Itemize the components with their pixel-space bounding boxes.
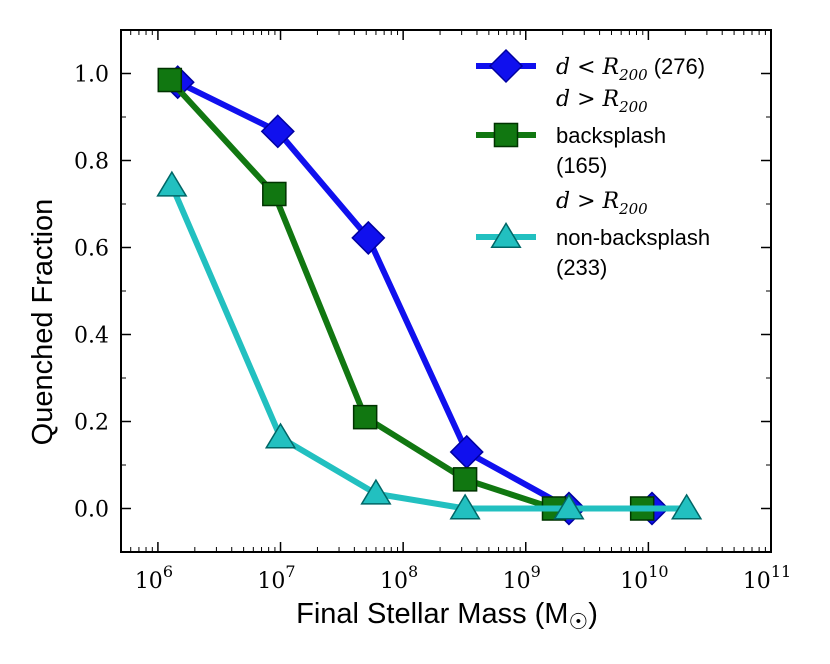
legend-label-backsplash-0: backsplash (556, 123, 666, 148)
legend-label-inside: d < R200 (276) (556, 54, 705, 84)
legend-label-non-backsplash-0: non-backsplash (556, 225, 710, 250)
series-line-non-backsplash (168, 182, 690, 512)
x-axis-label-main: Final Stellar Mass (M (296, 598, 568, 630)
y-tick-label-5: 1.0 (74, 63, 109, 88)
legend-math-backsplash: d > R200 (556, 87, 648, 116)
y-tick-label-2: 0.4 (74, 324, 109, 349)
data-point-inside-2 (351, 220, 386, 255)
x-axis-label-sub: ☉ (568, 609, 588, 634)
plot-area (156, 65, 703, 526)
y-tick-label-3: 0.6 (74, 237, 109, 262)
axis-ticks: 0.0 0.2 0.4 0.6 0.8 1.0 106 107 108 109 1010 1011 (74, 29, 791, 594)
legend-label-non-backsplash-1: (233) (556, 255, 607, 280)
data-point-non-backsplash-1 (264, 422, 297, 449)
data-point-non-backsplash-2 (360, 478, 392, 505)
legend-label-backsplash-1: (165) (556, 153, 607, 178)
x-tick-label-4: 1010 (620, 562, 668, 594)
legend: d < R200 (276) d > R200 backsplash (165) d > … (476, 48, 710, 280)
data-point-non-backsplash-0 (156, 170, 188, 197)
y-tick-label-4: 0.8 (74, 150, 109, 175)
x-axis-label-close: ) (588, 598, 598, 630)
data-point-backsplash-0 (157, 67, 183, 93)
x-tick-label-0: 106 (135, 562, 173, 594)
x-tick-label-2: 108 (380, 562, 418, 594)
y-axis-label: Quenched Fraction (27, 199, 59, 446)
data-point-backsplash-2 (352, 404, 378, 430)
data-point-inside-1 (260, 114, 295, 149)
x-axis-label: Final Stellar Mass (M☉) (296, 598, 598, 634)
y-tick-label-1: 0.2 (74, 411, 109, 436)
data-point-inside-3 (449, 434, 484, 470)
legend-marker-backsplash (493, 122, 519, 148)
data-point-non-backsplash-5 (671, 493, 703, 520)
x-tick-label-5: 1011 (743, 562, 791, 594)
data-point-non-backsplash-3 (449, 493, 481, 520)
legend-marker-non-backsplash (490, 221, 522, 248)
data-point-backsplash-1 (262, 181, 287, 207)
y-tick-label-0: 0.0 (74, 498, 109, 523)
data-point-non-backsplash-4 (553, 493, 585, 520)
legend-math-non-backsplash: d > R200 (556, 189, 648, 218)
x-tick-label-1: 107 (257, 562, 295, 594)
data-point-backsplash-3 (452, 467, 478, 492)
legend-marker-inside (488, 48, 524, 84)
x-tick-label-3: 109 (503, 562, 541, 594)
